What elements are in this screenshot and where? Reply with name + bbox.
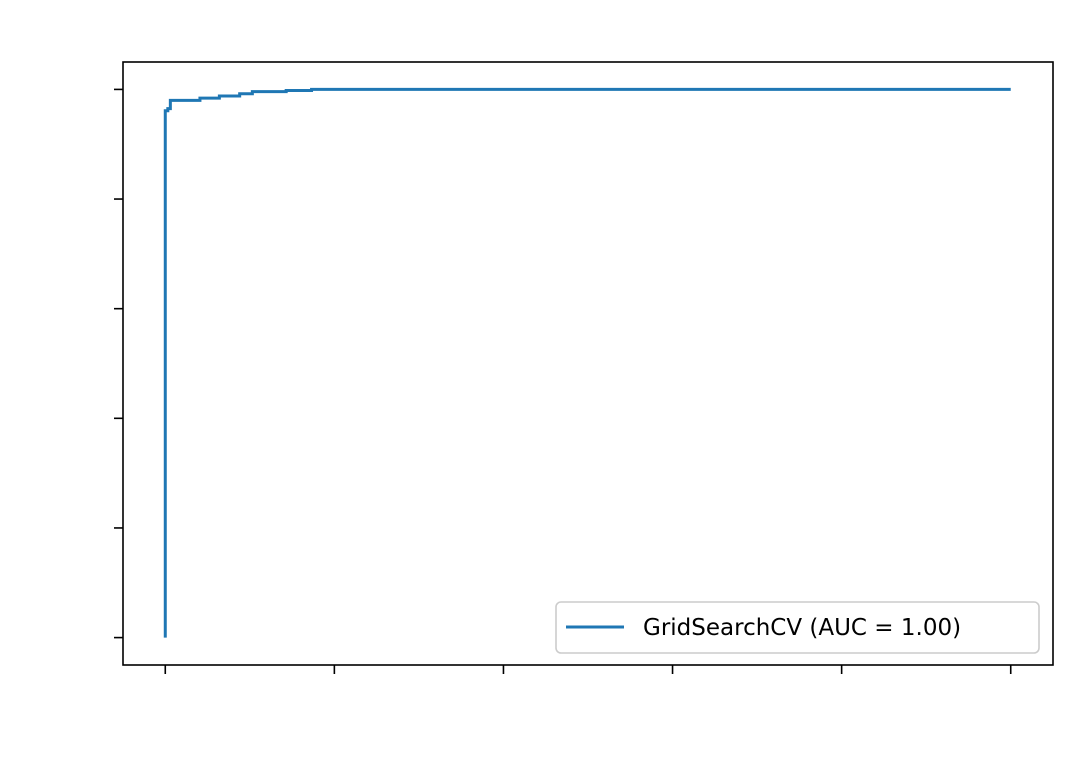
- axis-ticks: [114, 88, 1012, 674]
- legend-label: GridSearchCV (AUC = 1.00): [643, 615, 961, 641]
- plot-frame: [122, 61, 1054, 666]
- series-line-0: [163, 87, 1011, 638]
- legend-box: [555, 601, 1040, 654]
- plot-series: [163, 87, 1011, 638]
- legend: GridSearchCV (AUC = 1.00): [555, 601, 1040, 654]
